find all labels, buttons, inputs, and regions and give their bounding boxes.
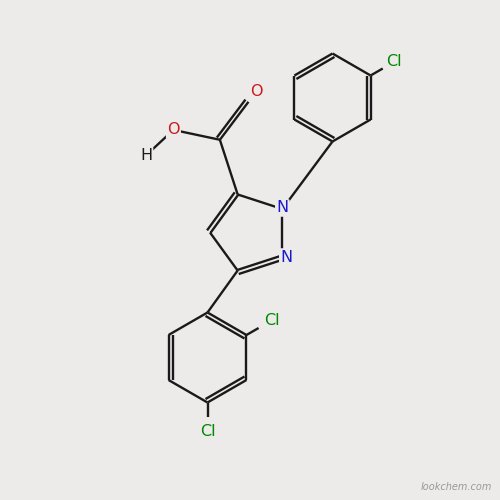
Text: N: N — [276, 200, 288, 216]
Text: N: N — [280, 250, 292, 264]
Text: Cl: Cl — [386, 54, 402, 69]
Text: O: O — [167, 122, 179, 138]
Text: O: O — [250, 84, 262, 100]
Text: Cl: Cl — [200, 424, 216, 439]
Text: H: H — [140, 148, 152, 163]
Text: lookchem.com: lookchem.com — [421, 482, 492, 492]
Text: Cl: Cl — [264, 313, 280, 328]
